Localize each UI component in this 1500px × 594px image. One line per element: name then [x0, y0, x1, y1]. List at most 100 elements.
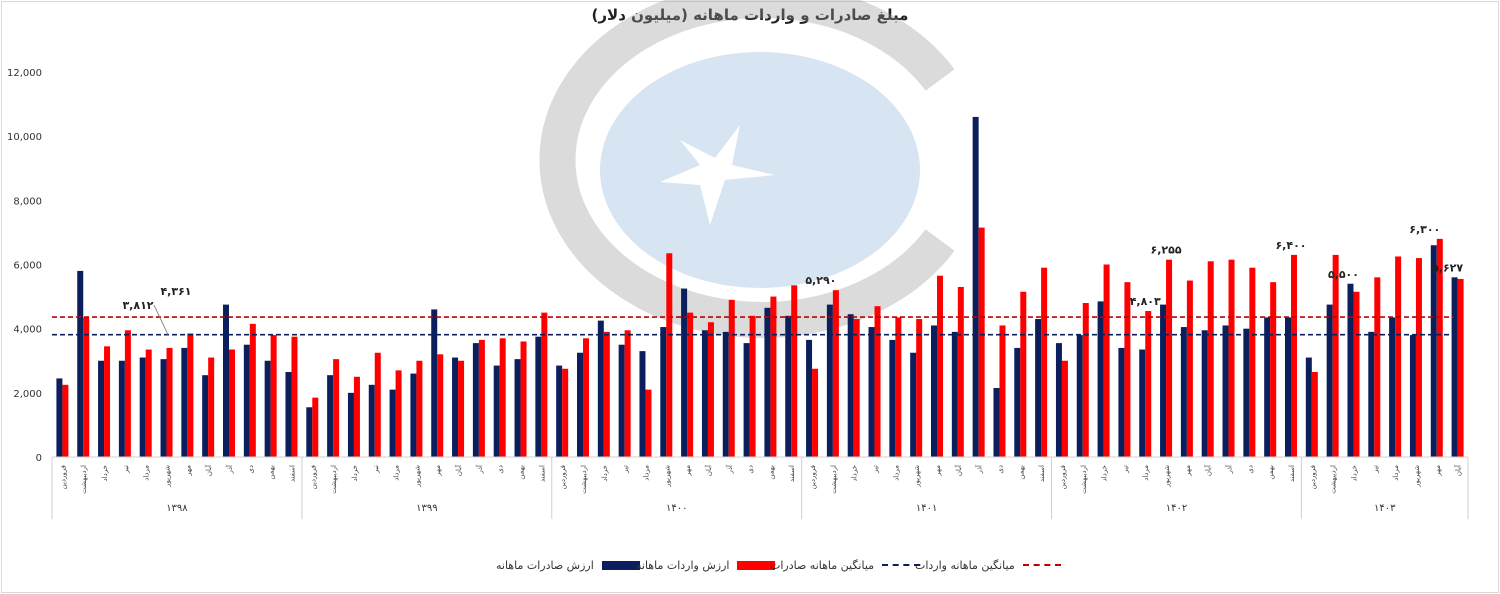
- export-bar: [556, 365, 563, 457]
- x-tick-label: تیر: [372, 465, 380, 474]
- export-bar: [1389, 317, 1396, 457]
- x-tick-label: خرداد: [601, 465, 609, 481]
- import-bar: [416, 360, 423, 457]
- legend-export-average: میانگین ماهانه صادرات: [770, 558, 921, 572]
- export-bar: [1451, 277, 1458, 457]
- x-tick-label: مهر: [1184, 465, 1192, 477]
- import-bar: [1311, 371, 1318, 457]
- x-tick-label: بهمن: [1017, 465, 1025, 480]
- export-bar: [306, 407, 313, 457]
- x-tick-label: مهر: [934, 465, 942, 477]
- export-bar: [514, 359, 521, 457]
- import-bar: [520, 341, 527, 457]
- import-bar: [478, 339, 485, 457]
- data-label: ۶,۲۵۵: [1151, 244, 1182, 257]
- x-tick-label: بهمن: [1267, 465, 1275, 480]
- x-tick-label: خرداد: [851, 465, 859, 481]
- export-bar: [1305, 357, 1312, 457]
- x-tick-label: مهر: [434, 465, 442, 477]
- export-bar: [285, 371, 292, 457]
- export-bar: [1368, 331, 1375, 457]
- import-bar: [249, 323, 256, 457]
- export-bar: [1118, 347, 1125, 457]
- import-bar: [83, 317, 90, 457]
- import-bar: [853, 319, 860, 457]
- import-bar: [187, 333, 194, 457]
- year-label: ۱۳۹۸: [166, 503, 188, 514]
- x-tick-label: اردیبهشت: [1330, 465, 1338, 494]
- y-tick-label: 8,000: [13, 196, 42, 207]
- import-bar: [812, 368, 819, 457]
- x-tick-label: آبان: [704, 464, 713, 476]
- import-bar: [374, 352, 381, 457]
- import-bar: [104, 346, 111, 457]
- x-tick-label: اردیبهشت: [330, 465, 338, 494]
- export-bar: [701, 330, 708, 457]
- annotation-leader-line: [153, 304, 169, 335]
- import-bar: [583, 338, 589, 457]
- x-tick-label: اردیبهشت: [580, 465, 588, 494]
- import-bar: [687, 312, 694, 457]
- import-bar: [1249, 267, 1256, 457]
- import-bar: [291, 336, 298, 457]
- x-tick-label: خرداد: [101, 465, 109, 481]
- import-bar: [645, 389, 652, 457]
- import-bar: [62, 384, 69, 457]
- x-tick-label: فروردین: [59, 465, 67, 489]
- x-tick-label: آذر: [725, 464, 734, 474]
- export-bar: [410, 373, 417, 457]
- import-bar: [333, 359, 340, 457]
- y-tick-label: 6,000: [13, 261, 42, 272]
- legend-export-average-label: میانگین ماهانه صادرات: [770, 558, 875, 572]
- x-tick-label: تیر: [872, 465, 880, 474]
- export-bar: [389, 389, 396, 457]
- import-bar: [1332, 254, 1339, 457]
- import-bar: [1061, 360, 1068, 457]
- x-tick-label: اسفند: [1038, 465, 1046, 482]
- export-bar: [1055, 343, 1062, 457]
- x-tick-label: تیر: [1121, 465, 1129, 474]
- import-bar: [624, 330, 631, 457]
- y-tick-label: 10,000: [7, 132, 42, 143]
- x-tick-label: دی: [247, 465, 255, 474]
- x-tick-label: آبان: [1204, 464, 1213, 476]
- import-bar: [1374, 277, 1381, 457]
- y-tick-label: 12,000: [7, 68, 42, 79]
- x-tick-label: مرداد: [892, 465, 900, 481]
- export-bar: [931, 325, 937, 457]
- import-bar: [791, 285, 798, 457]
- export-bar: [139, 357, 146, 457]
- year-label: ۱۴۰۰: [666, 503, 687, 514]
- export-bar: [618, 344, 625, 457]
- import-bar: [166, 347, 173, 457]
- import-bar: [353, 376, 360, 457]
- export-bar: [1097, 301, 1104, 457]
- import-bar: [124, 330, 131, 457]
- x-tick-label: دی: [497, 465, 505, 474]
- import-bar: [999, 325, 1006, 457]
- import-bar: [437, 354, 444, 457]
- legend-imports-swatch: [737, 560, 776, 570]
- y-tick-label: 2,000: [13, 389, 42, 400]
- watermark-logo: [539, 0, 955, 338]
- x-tick-label: خرداد: [1350, 465, 1358, 481]
- export-bar: [639, 351, 646, 457]
- import-bar: [1457, 278, 1464, 457]
- import-bar: [937, 275, 943, 457]
- y-tick-label: 4,000: [13, 325, 42, 336]
- import-bar: [208, 357, 215, 457]
- import-bar: [707, 322, 714, 457]
- x-tick-label: اسفند: [288, 465, 296, 482]
- export-bar: [1222, 325, 1229, 457]
- x-tick-label: فروردین: [809, 465, 817, 489]
- x-tick-label: فروردین: [559, 465, 567, 489]
- import-bar: [1124, 282, 1131, 457]
- export-bar: [347, 392, 354, 457]
- export-bar: [722, 331, 729, 457]
- legend-exports-label: ارزش صادرات ماهانه: [496, 558, 594, 572]
- export-bar: [681, 288, 688, 457]
- x-tick-label: بهمن: [518, 465, 526, 480]
- import-bar: [728, 299, 735, 457]
- import-bar: [1166, 259, 1173, 457]
- x-tick-label: آذر: [475, 464, 484, 474]
